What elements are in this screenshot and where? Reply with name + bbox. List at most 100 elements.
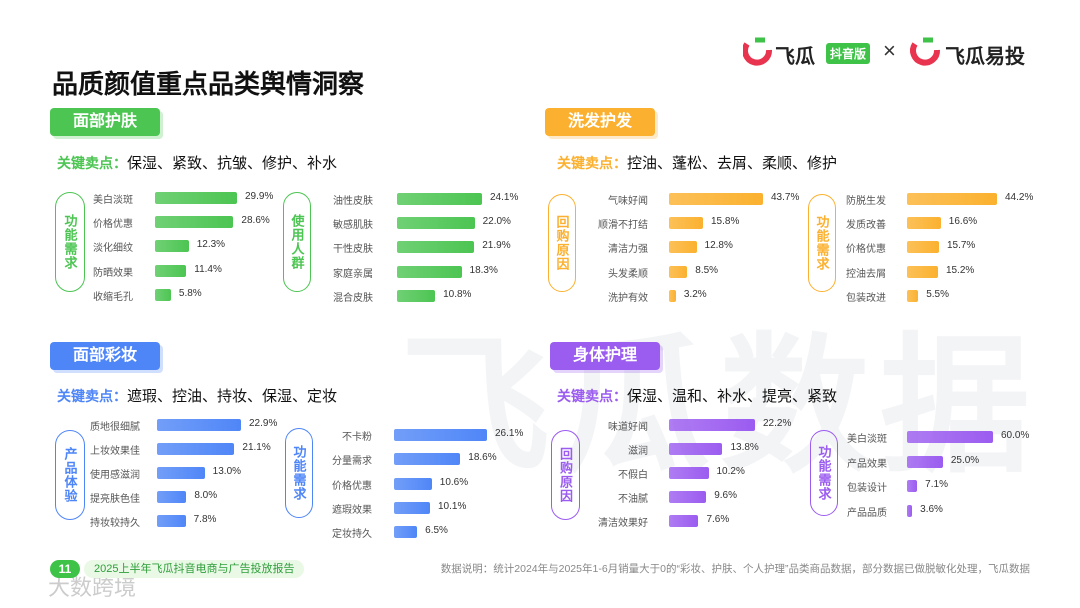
category-label: 产品效果 [847, 458, 887, 470]
bar [669, 289, 676, 302]
value-label: 11.4% [194, 263, 222, 275]
bar [394, 429, 487, 441]
page-title: 品质颜值重点品类舆情洞察 [52, 69, 365, 99]
value-label: 15.2% [945, 264, 975, 276]
category-label: 淡化细纹 [93, 243, 133, 255]
category-label: 分量需求 [332, 456, 372, 468]
brand: 飞瓜 [775, 46, 815, 68]
bar [155, 264, 187, 277]
value-label: 9.6% [714, 490, 737, 501]
value-label: 28.6% [241, 215, 270, 227]
logo-arc [743, 42, 772, 66]
bar [669, 443, 723, 455]
group-label: 回购原因 [551, 430, 580, 520]
value-label: 12.8% [704, 240, 733, 252]
logo-arc [910, 42, 940, 66]
category-label: 气味好闻 [608, 196, 648, 207]
bar [155, 288, 171, 301]
bar [157, 443, 235, 455]
category-label: 油性皮肤 [333, 196, 373, 207]
value-label: 43.7% [771, 192, 800, 203]
key-label: 关键卖点： [57, 388, 127, 404]
category-label: 头发柔顺 [608, 268, 648, 280]
brand2: 飞瓜易投 [945, 46, 1025, 68]
value-label: 44.2% [1005, 192, 1034, 203]
logo-icons [743, 37, 940, 66]
value-label: 7.6% [706, 514, 730, 525]
bar [397, 289, 436, 302]
value-label: 5.8% [178, 287, 202, 299]
group-label: 功能需求 [285, 428, 313, 518]
value-label: 8.0% [194, 490, 218, 501]
bar [669, 217, 703, 230]
value-label: 10.1% [437, 500, 467, 512]
category-label: 顺滑不打结 [598, 220, 648, 232]
bar [669, 467, 709, 479]
value-label: 18.3% [469, 264, 498, 276]
group-label: 功能需求 [55, 192, 85, 292]
bar [669, 419, 755, 431]
value-label: 12.3% [196, 239, 226, 251]
bar [397, 193, 482, 205]
brand-tag: 抖音版 [826, 43, 871, 64]
group-label: 功能需求 [808, 194, 836, 292]
bar [397, 241, 475, 254]
group-label: 产品体验 [55, 430, 85, 520]
category-label: 包装改进 [846, 292, 886, 304]
group-label: 使用人群 [283, 192, 311, 292]
key-label: 关键卖点： [557, 155, 627, 171]
value-label: 22.0% [482, 216, 511, 228]
corner-mark: 大数跨境 [48, 575, 137, 600]
value-label: 16.6% [948, 216, 978, 228]
category-label: 味道好闻 [608, 422, 648, 433]
category-label: 产品品质 [847, 507, 887, 519]
category-label: 定妆持久 [332, 529, 372, 541]
category-label: 不假白 [618, 470, 648, 481]
key-label: 关键卖点： [57, 155, 127, 171]
value-label: 7.8% [193, 514, 217, 525]
value-label: 10.6% [439, 476, 469, 488]
key-points: 控油、蓬松、去屑、柔顺、修护 [627, 155, 838, 172]
bar [907, 241, 939, 254]
page-number: 11 [50, 560, 80, 578]
category-label: 提亮肤色佳 [90, 494, 140, 505]
value-label: 8.5% [695, 264, 719, 276]
value-label: 21.1% [242, 442, 271, 453]
category-label: 防脱生发 [846, 196, 886, 207]
category-label: 收缩毛孔 [93, 291, 133, 303]
value-label: 18.6% [468, 452, 497, 464]
key-points: 遮瑕、控油、持妆、保湿、定妆 [127, 388, 338, 405]
value-label: 10.8% [443, 288, 472, 300]
bar [157, 419, 241, 431]
key-points: 保湿、紧致、抗皱、修护、补水 [127, 155, 338, 172]
value-label: 15.7% [946, 240, 976, 252]
bar [907, 480, 918, 492]
category-label: 干性皮肤 [333, 244, 373, 256]
bar [394, 501, 430, 514]
value-label: 60.0% [1001, 430, 1030, 441]
value-label: 25.0% [950, 454, 980, 466]
bar [907, 455, 943, 468]
bar [155, 192, 237, 204]
bar [394, 477, 432, 490]
bar [397, 217, 475, 230]
category-label: 美白淡斑 [847, 434, 887, 445]
bar [907, 265, 938, 278]
section-title: 面部彩妆 [50, 342, 160, 370]
value-label: 3.2% [683, 288, 707, 300]
bar [907, 193, 997, 205]
value-label: 6.5% [425, 525, 448, 537]
bar [907, 289, 919, 302]
bar [394, 453, 461, 466]
value-label: 13.0% [212, 466, 242, 477]
bar [669, 515, 699, 527]
category-label: 持妆较持久 [90, 518, 140, 529]
report-name: 2025上半年飞瓜抖音电商与广告投放报告 [84, 560, 305, 578]
category-label: 发质改善 [846, 220, 886, 232]
bar [669, 241, 697, 254]
bar [397, 265, 462, 278]
value-label: 13.8% [730, 442, 759, 453]
value-label: 21.9% [482, 240, 511, 252]
bar [394, 526, 418, 539]
